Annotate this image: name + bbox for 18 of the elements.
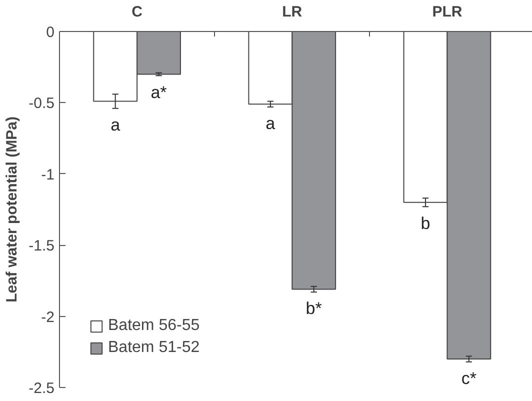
x-tick-label: C [132, 4, 143, 20]
y-tick-label: 0 [46, 24, 54, 41]
y-tick-label: -2 [41, 308, 55, 326]
x-tick-label: PLR [432, 4, 462, 20]
legend-label: Batem 51-52 [108, 339, 200, 357]
annotation: a [266, 114, 276, 134]
annotation: a* [150, 82, 168, 102]
y-tick-label: -1 [41, 166, 55, 184]
annotation: a [110, 116, 121, 135]
legend-label: Batem 56-55 [108, 317, 200, 335]
y-tick-label: -2.5 [28, 380, 55, 397]
y-tick-label: -0.5 [28, 95, 55, 112]
x-tick-label: LR [282, 4, 302, 20]
annotation: b* [306, 299, 322, 318]
annotation: b [420, 214, 430, 233]
annotation: c* [461, 368, 477, 388]
y-axis-title: Leaf water potential (MPa) [4, 116, 21, 302]
y-tick-label: -1.5 [28, 238, 55, 255]
